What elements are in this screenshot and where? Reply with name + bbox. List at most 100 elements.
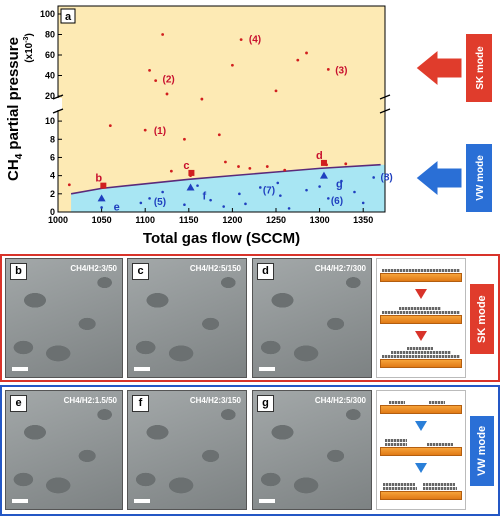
sk-mode-arrow-icon: [415, 48, 463, 88]
y-tick-label: 100: [40, 9, 55, 19]
micrograph-g: g CH4/H2:5/300: [252, 390, 372, 510]
sk-mode-tab: [466, 34, 492, 102]
ratio-label-e: CH4/H2:1.5/50: [63, 396, 117, 405]
vw-schematic: [376, 390, 466, 510]
panel-label-b: b: [10, 263, 27, 280]
panel-label-d: d: [257, 263, 274, 280]
y-tick-label: 6: [50, 152, 55, 162]
sk-data-point: [274, 89, 278, 93]
x-tick-label: 1300: [310, 215, 330, 225]
vw-highlight-triangle: [319, 171, 328, 179]
scale-bar: [259, 499, 275, 503]
numbered-label: (1): [154, 126, 166, 137]
down-arrow-icon: [415, 289, 427, 299]
micrograph-b: b CH4/H2:3/50: [5, 258, 123, 378]
vw-data-point: [196, 184, 199, 187]
panel-label-g: g: [257, 395, 274, 412]
x-tick-label: 1150: [179, 215, 199, 225]
vw-data-point: [259, 186, 262, 189]
y-tick-label: 20: [45, 91, 55, 101]
sk-data-point: [200, 97, 204, 101]
y-tick-label: 80: [45, 30, 55, 40]
sk-data-point: [239, 38, 243, 42]
ratio-label-c: CH4/H2:5/150: [189, 264, 241, 273]
panel-label-c: c: [132, 263, 149, 280]
y-tick-label: 0: [50, 207, 55, 217]
down-arrow-icon: [415, 421, 427, 431]
sk-schematic: [376, 258, 466, 378]
vw-data-point: [161, 190, 164, 194]
sk-data-point: [161, 33, 165, 36]
sk-data-point: [143, 128, 147, 132]
vw-data-point: [353, 190, 356, 194]
y-tick-label: 40: [45, 71, 55, 81]
vw-highlight-label: f: [203, 190, 207, 202]
sk-data-point: [231, 63, 234, 67]
micrograph-f: f CH4/H2:3/150: [127, 390, 247, 510]
sk-data-point: [108, 124, 112, 128]
micrograph-d: d CH4/H2:7/300: [252, 258, 372, 378]
vw-data-point: [305, 188, 308, 192]
axis-break-mark: [379, 108, 391, 114]
vw-data-point: [244, 202, 247, 206]
vw-highlight-label: g: [336, 179, 343, 191]
vw-data-point: [238, 192, 241, 196]
y-axis-label: CH4 partial pressure: [5, 37, 25, 181]
sk-data-point: [224, 160, 227, 164]
x-tick-label: 1000: [48, 215, 68, 225]
sk-data-point: [265, 165, 269, 168]
panel-label-box: [60, 8, 76, 24]
vw-mode-tab: [466, 144, 492, 212]
y-axis-unit: (x10-3): [23, 33, 35, 63]
vw-mode-tab: VW mode: [470, 416, 494, 486]
boundary-curve: [70, 163, 381, 195]
sk-highlight-square: [100, 182, 107, 189]
sk-data-point: [217, 133, 221, 137]
vw-data-point: [361, 201, 365, 205]
sk-highlight-label: b: [95, 173, 102, 185]
x-axis-label: Total gas flow (SCCM): [143, 230, 300, 247]
scale-bar: [134, 367, 150, 371]
growth-mode-chart: 1000 1050 1100 1150 1200 1250 1300 1350 0 2 4 6 8 10 2…: [5, 5, 492, 247]
sk-data-point: [183, 137, 186, 141]
y-tick-label: 10: [45, 116, 55, 126]
scale-bar: [259, 367, 275, 371]
sk-data-point: [344, 162, 348, 166]
panel-label-a: a: [65, 11, 72, 23]
sk-data-point: [248, 166, 252, 170]
scale-bar: [134, 499, 150, 503]
vw-data-point: [139, 201, 143, 205]
micrograph-e: e CH4/H2:1.5/50: [5, 390, 123, 510]
x-tick-label: 1350: [353, 215, 373, 225]
vw-data-point: [372, 176, 375, 179]
numbered-label: (5): [154, 197, 166, 208]
y-tick-label: 2: [50, 189, 55, 199]
panel-label-e: e: [10, 395, 27, 412]
ratio-label-b: CH4/H2:3/50: [70, 264, 117, 273]
vw-data-point: [222, 205, 225, 208]
numbered-label: (3): [335, 65, 347, 76]
vw-data-point: [100, 206, 103, 209]
axis-break-mark: [52, 108, 64, 114]
x-tick-label: 1200: [222, 215, 242, 225]
numbered-label: (4): [249, 35, 261, 46]
vw-mode-label: VW mode: [475, 155, 486, 201]
numbered-label: (7): [263, 185, 275, 196]
sk-data-point: [305, 51, 308, 55]
micrograph-c: c CH4/H2:5/150: [127, 258, 247, 378]
sk-data-point: [154, 79, 158, 83]
sk-highlight-square: [188, 169, 195, 176]
sk-data-point: [326, 67, 330, 71]
vw-highlight-triangle: [186, 183, 195, 191]
y-tick-label: 60: [45, 50, 55, 60]
ratio-label-g: CH4/H2:5/300: [314, 396, 366, 405]
sk-data-point: [283, 168, 287, 172]
numbered-label: (8): [381, 173, 393, 184]
vw-data-point: [183, 203, 186, 207]
vw-data-point: [148, 197, 151, 200]
numbered-label: (2): [163, 75, 175, 86]
ratio-label-f: CH4/H2:3/150: [189, 396, 241, 405]
axis-break-gap: [54, 98, 62, 110]
scale-bar: [12, 499, 28, 503]
vw-data-point: [287, 207, 291, 210]
